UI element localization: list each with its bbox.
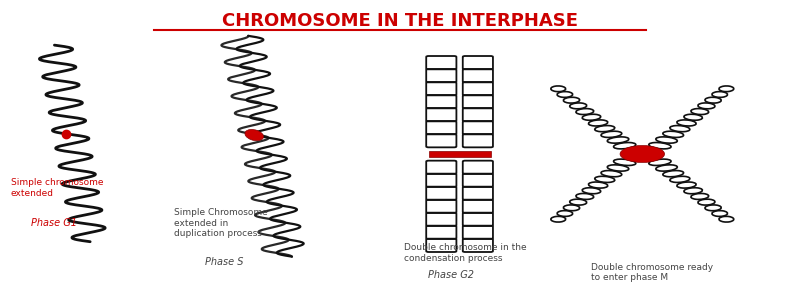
Bar: [429, 151, 490, 157]
Circle shape: [620, 146, 665, 162]
Text: Simple Chromosome
extended in
duplication process: Simple Chromosome extended in duplicatio…: [174, 209, 267, 238]
Text: Double chromosome ready
to enter phase M: Double chromosome ready to enter phase M: [590, 263, 713, 282]
Ellipse shape: [245, 129, 263, 141]
Text: Phase G2: Phase G2: [428, 270, 474, 281]
Text: Double chromosome in the
condensation process: Double chromosome in the condensation pr…: [404, 243, 526, 263]
Text: Phase G1: Phase G1: [30, 217, 77, 228]
Text: Phase S: Phase S: [206, 257, 244, 267]
Text: Simple chromosome
extended: Simple chromosome extended: [10, 178, 103, 198]
Text: CHROMOSOME IN THE INTERPHASE: CHROMOSOME IN THE INTERPHASE: [222, 12, 578, 30]
